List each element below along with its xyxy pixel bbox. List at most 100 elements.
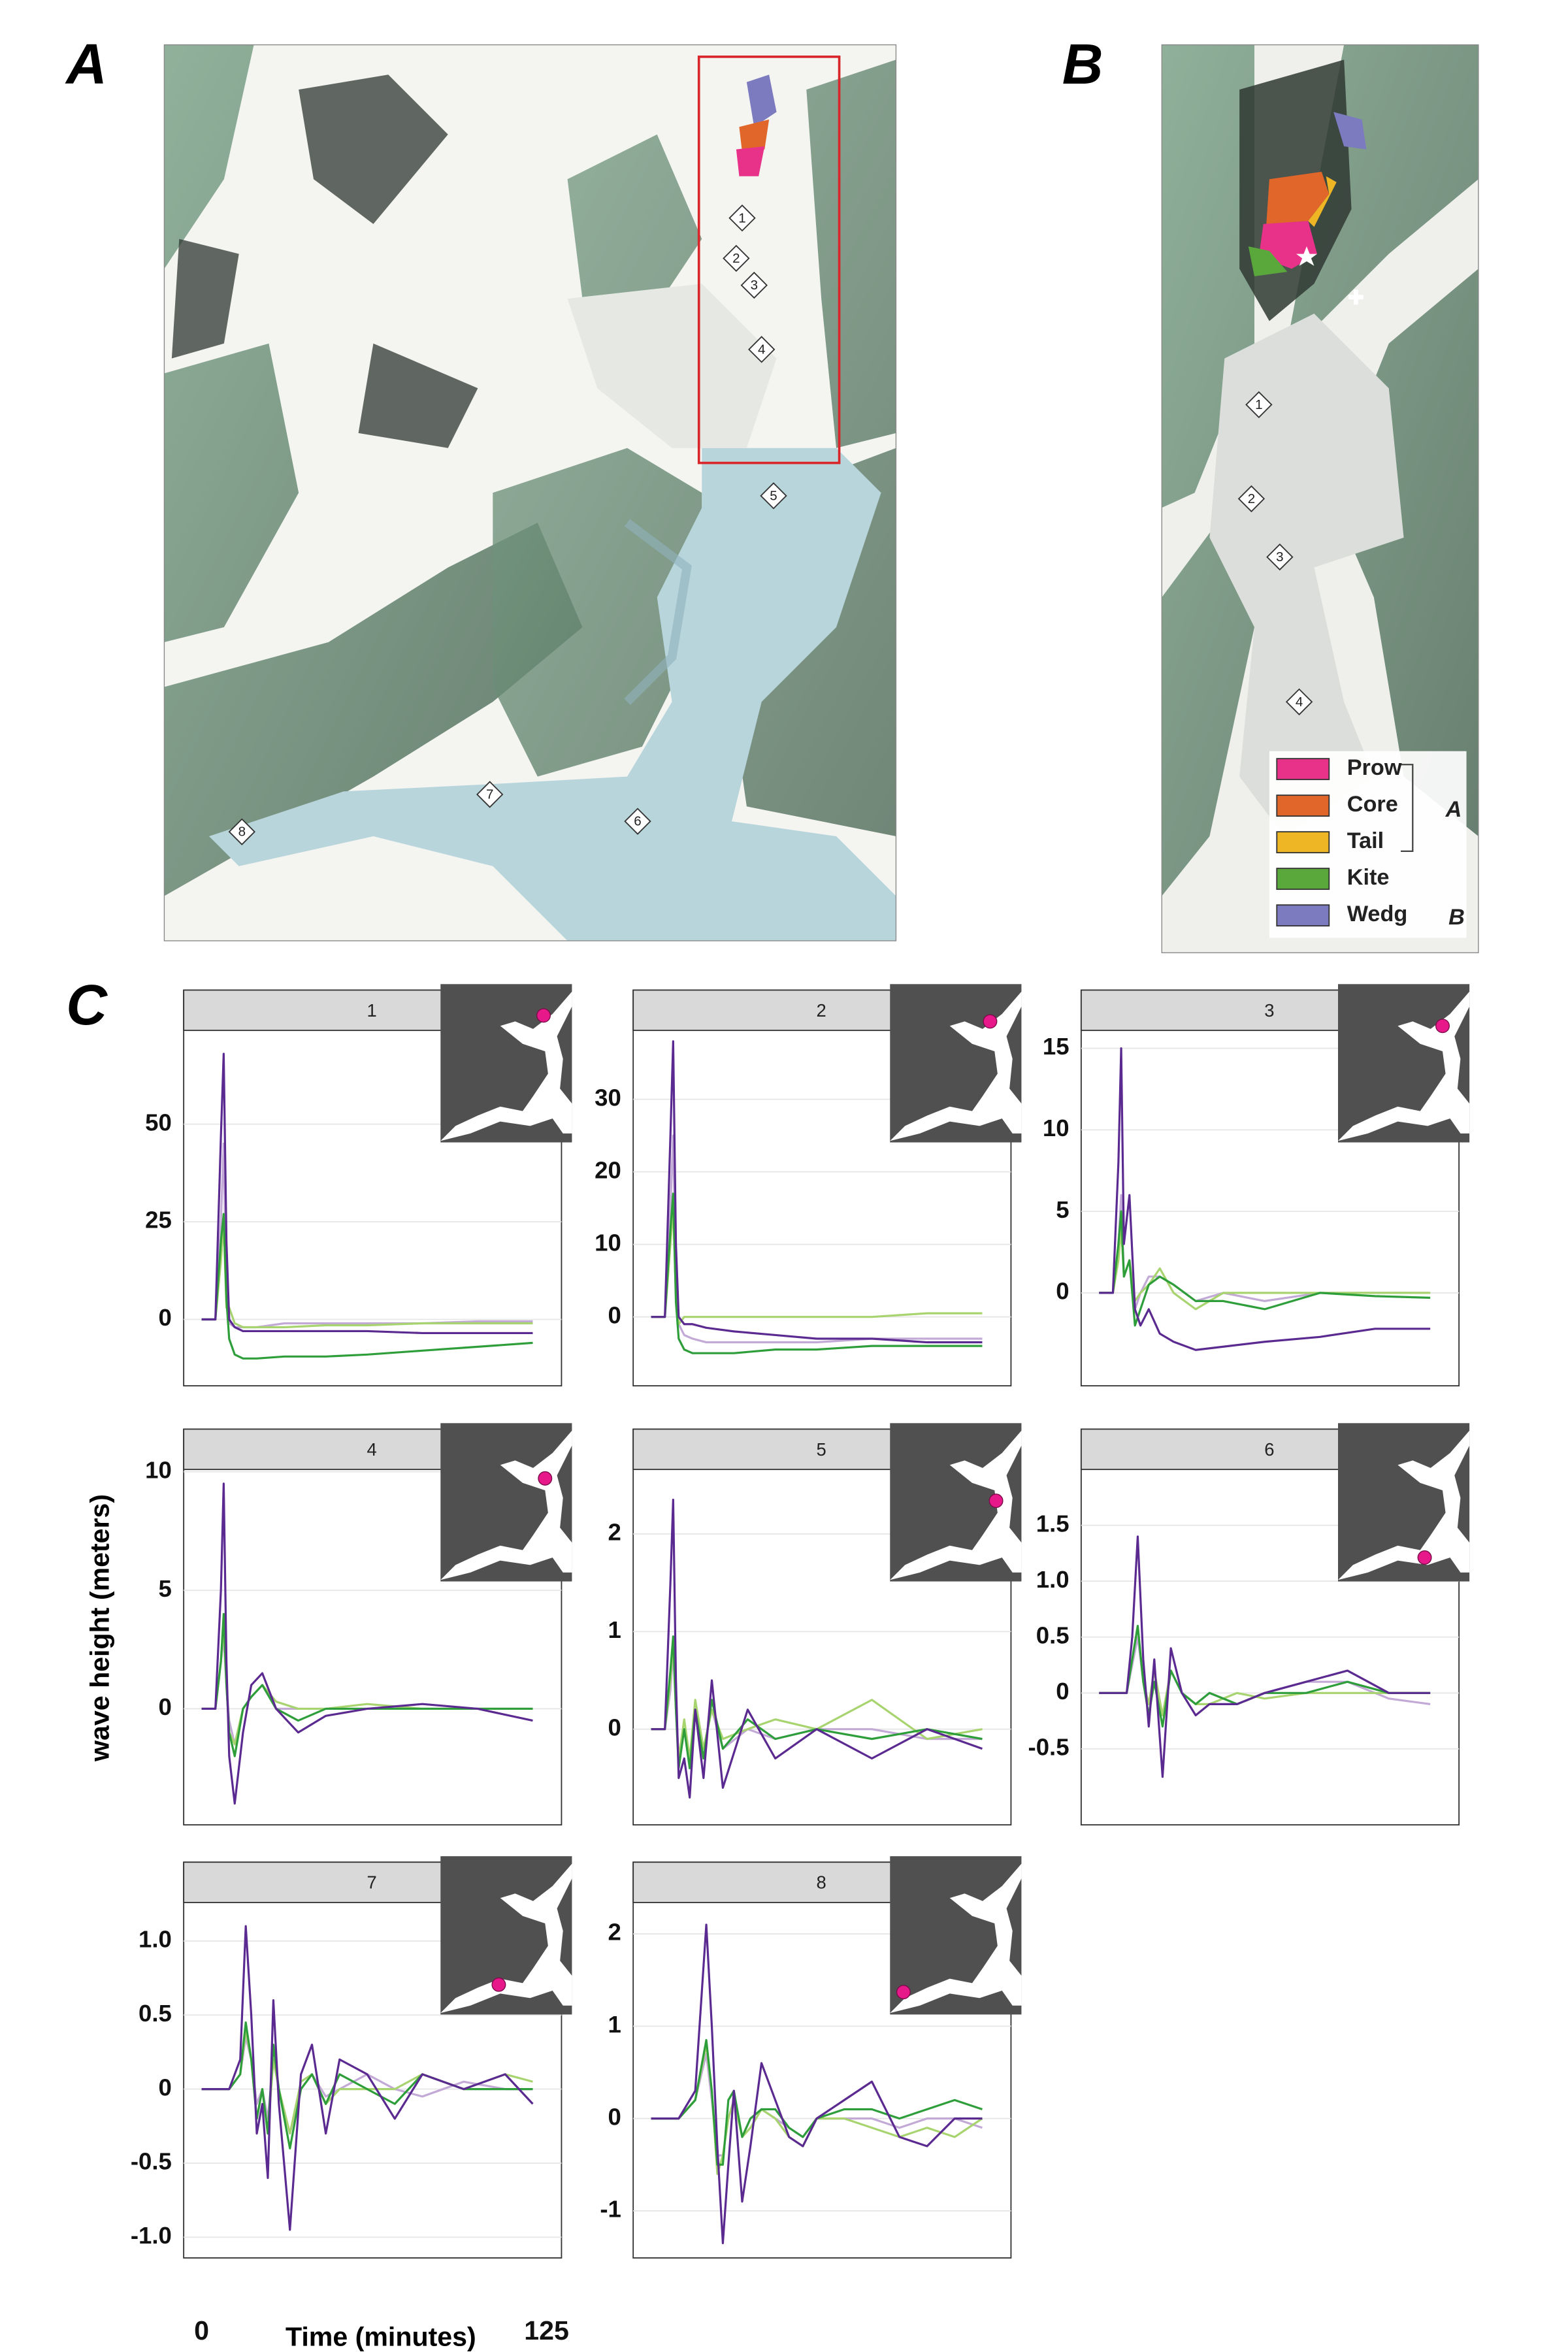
location-inset [1338, 984, 1470, 1143]
series-line [201, 2021, 533, 2149]
y-tick-label: 25 [145, 1207, 172, 1233]
station-label: 1 [1255, 397, 1262, 412]
location-inset [890, 1423, 1022, 1582]
y-tick-label: 0 [159, 1693, 172, 1720]
map-a-frame [163, 44, 897, 941]
inset-station [538, 1471, 553, 1486]
inset-station [1435, 1019, 1450, 1034]
y-tick-label: -0.5 [131, 2148, 172, 2175]
inset-station [988, 1494, 1004, 1509]
station-marker [624, 808, 651, 835]
y-tick-label: 2 [608, 1518, 621, 1545]
y-tick-label: 15 [1043, 1033, 1070, 1060]
station-label: 6 [634, 814, 641, 829]
y-tick-label: 5 [1056, 1196, 1069, 1223]
x-tick-label: 0 [194, 2315, 209, 2345]
panel-label: A [65, 33, 107, 96]
station-marker [1237, 485, 1266, 513]
x-axis-label: Time (minutes) [286, 2321, 476, 2351]
inset-fjord [890, 1863, 1022, 2014]
y-tick-label: 0 [608, 1714, 621, 1740]
series-line [201, 1612, 533, 1757]
inset-fjord [440, 991, 572, 1141]
station-marker [476, 781, 504, 808]
station-label: 3 [1276, 549, 1283, 564]
y-tick-label: 0.5 [1036, 1622, 1070, 1648]
y-tick-label: -0.5 [1028, 1733, 1070, 1760]
y-tick-label: 30 [595, 1084, 621, 1111]
inset-station [536, 1008, 551, 1023]
station-marker [1285, 688, 1313, 715]
series-line [201, 1053, 533, 1335]
x-tick-label: 125 [524, 2315, 569, 2345]
legend-label: Tail [1347, 828, 1384, 853]
station-label: 2 [1248, 491, 1255, 506]
legend-bracket [1401, 764, 1414, 852]
map-b-frame [1161, 44, 1479, 953]
y-tick-label: 0.5 [139, 2000, 172, 2027]
legend-group: B [1448, 905, 1465, 930]
panel-title: 2 [817, 1000, 826, 1021]
legend-label: Kite [1347, 865, 1390, 890]
series-line [651, 2038, 983, 2166]
y-tick-label: 20 [595, 1156, 621, 1183]
inset-station [1417, 1550, 1432, 1565]
legend-swatch [1276, 758, 1330, 781]
station-label: 7 [486, 787, 493, 802]
panel-title: 7 [367, 1872, 377, 1893]
series-line [1099, 1210, 1431, 1327]
legend-swatch [1276, 794, 1330, 817]
y-tick-label: 1.0 [139, 1926, 172, 1953]
location-inset [440, 1423, 572, 1582]
panel-title: 6 [1264, 1439, 1274, 1460]
panel-title: 5 [817, 1439, 826, 1460]
series-line [1099, 1625, 1431, 1728]
station-label: 2 [732, 251, 740, 266]
y-tick-label: 0 [1056, 1678, 1069, 1705]
series-line [651, 1923, 983, 2244]
y-tick-label: 10 [145, 1456, 172, 1483]
y-tick-label: 5 [159, 1575, 172, 1602]
y-tick-label: 10 [595, 1229, 621, 1256]
series-line [651, 1192, 983, 1354]
panel-title: 4 [367, 1439, 377, 1460]
legend-swatch [1276, 868, 1330, 890]
series-line [1099, 1535, 1431, 1778]
y-axis-label: wave height (meters) [84, 1494, 114, 1762]
series-line [1099, 1047, 1431, 1351]
station-label: 4 [1296, 694, 1303, 710]
series-line [651, 1134, 983, 1344]
series-line [651, 1207, 983, 1326]
inset-fjord [1338, 1430, 1470, 1580]
inset-fjord [440, 1863, 572, 2014]
y-tick-label: 50 [145, 1109, 172, 1135]
legend-group: A [1445, 797, 1462, 822]
series-line [201, 1925, 534, 2231]
y-tick-label: 2 [608, 1919, 621, 1946]
series-line [651, 1040, 983, 1344]
legend-swatch [1276, 904, 1330, 927]
panel-label: C [66, 973, 108, 1037]
station-marker [748, 336, 776, 363]
station-marker [1245, 391, 1273, 419]
location-inset [890, 984, 1022, 1143]
station-label: 3 [751, 278, 758, 293]
legend-label: Core [1347, 792, 1398, 817]
station-label: 5 [770, 488, 777, 503]
inset-box [697, 56, 841, 465]
y-tick-label: 1 [608, 2011, 621, 2038]
station-label: 8 [238, 825, 246, 840]
y-tick-label: -1.0 [131, 2222, 172, 2249]
map-a [164, 44, 896, 941]
series-line [651, 1498, 983, 1799]
inset-fjord [890, 1430, 1022, 1580]
legend-swatch [1276, 831, 1330, 854]
inset-fjord [440, 1430, 572, 1580]
legend-label: Prow [1347, 755, 1402, 780]
station-marker [723, 244, 750, 272]
location-inset [890, 1856, 1022, 2015]
station-marker [740, 271, 768, 299]
location-inset [440, 984, 572, 1143]
y-tick-label: 0 [159, 1304, 172, 1331]
